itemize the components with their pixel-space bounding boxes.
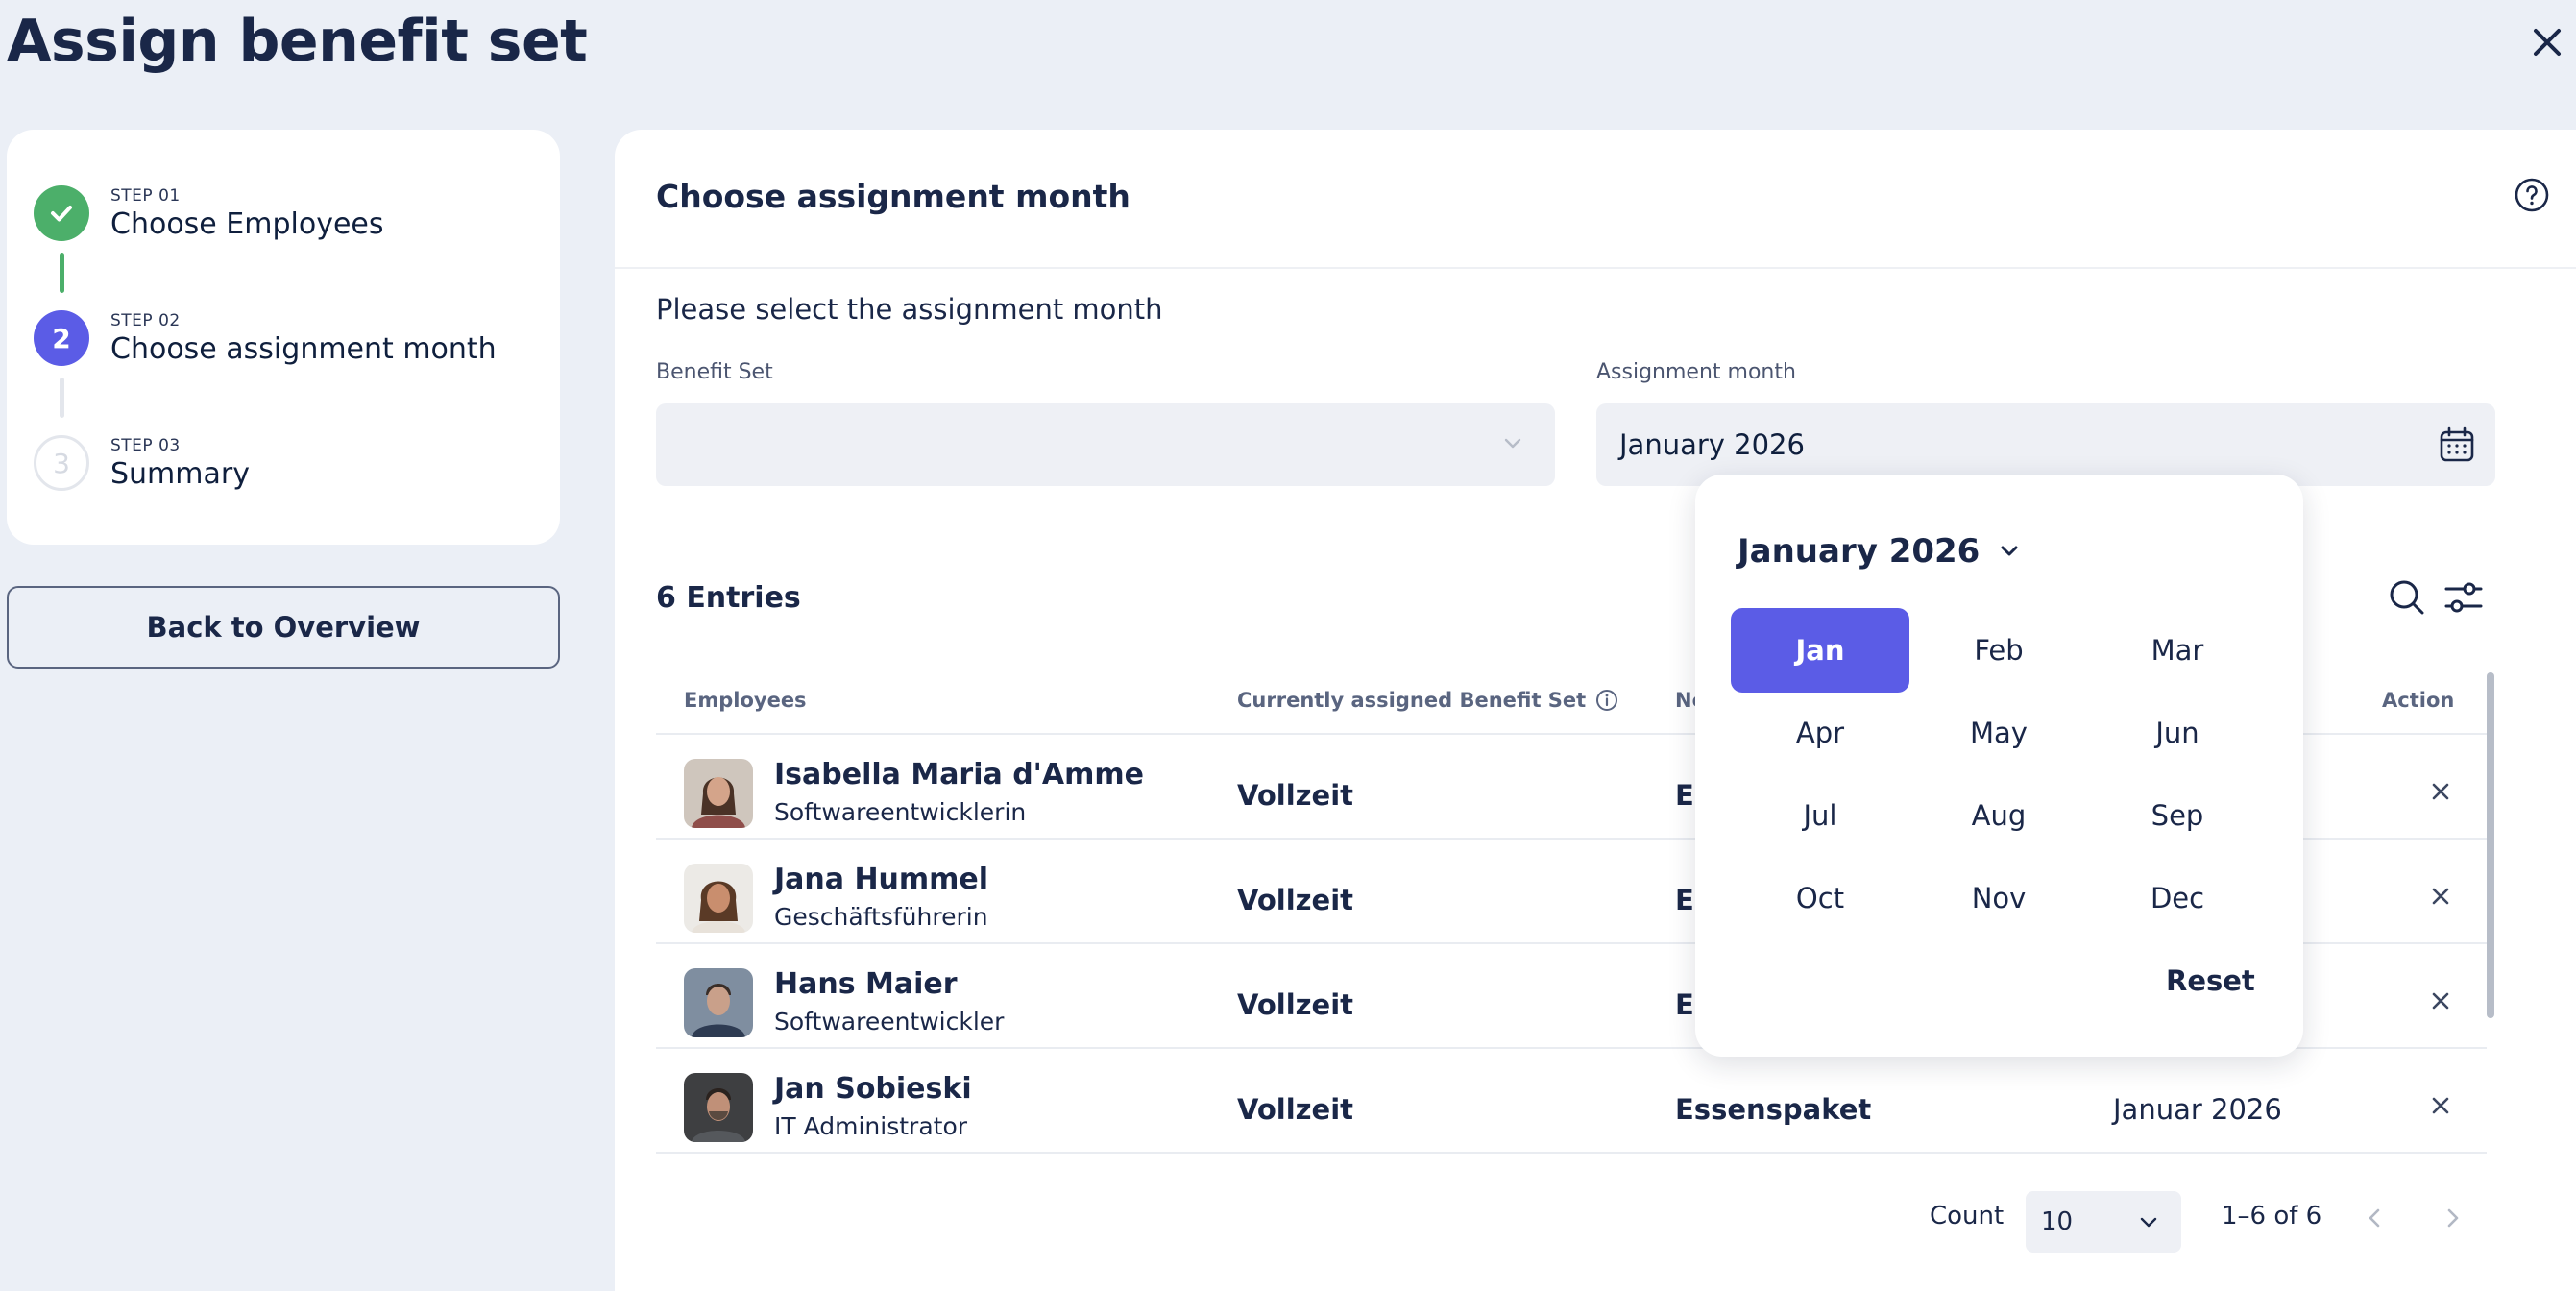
month-apr[interactable]: Apr <box>1795 717 1845 749</box>
current-benefit-set: Vollzeit <box>1237 988 1354 1021</box>
filter-icon[interactable] <box>2442 576 2485 619</box>
search-icon[interactable] <box>2386 576 2428 619</box>
current-benefit-set: Vollzeit <box>1237 884 1354 916</box>
step-number: STEP 02 <box>110 310 181 330</box>
chevron-left-icon[interactable] <box>2361 1204 2390 1232</box>
chevron-right-icon[interactable] <box>2438 1204 2467 1232</box>
month-feb[interactable]: Feb <box>1974 634 2024 667</box>
employee-role: Softwareentwickler <box>774 1008 1005 1035</box>
column-header-action: Action <box>2382 689 2455 712</box>
employee-role: IT Administrator <box>774 1112 968 1140</box>
count-value: 10 <box>2041 1207 2074 1236</box>
table-scrollbar[interactable] <box>2487 672 2494 1018</box>
step-index: 3 <box>34 435 89 491</box>
assignment-month-label: Assignment month <box>1596 360 1796 384</box>
page-title: Assign benefit set <box>7 8 588 75</box>
pagination-range: 1–6 of 6 <box>2222 1202 2322 1230</box>
remove-row-icon[interactable] <box>2426 1091 2455 1120</box>
remove-row-icon[interactable] <box>2426 882 2455 911</box>
employee-role: Softwareentwicklerin <box>774 798 1027 826</box>
step-connector <box>60 253 64 293</box>
month-picker-popover: January 2026 Jan Feb Mar Apr May Jun Jul… <box>1695 475 2303 1057</box>
count-select[interactable]: 10 <box>2026 1191 2181 1253</box>
step-name: Choose Employees <box>110 207 384 241</box>
table-row[interactable]: Jana Hummel Geschäftsführerin Vollzeit E… <box>656 840 2487 944</box>
card-title: Choose assignment month <box>656 178 1130 215</box>
step-number: STEP 01 <box>110 185 181 206</box>
avatar <box>684 968 753 1037</box>
year-dropdown[interactable]: January 2026 <box>1738 532 2020 571</box>
remove-row-icon[interactable] <box>2426 987 2455 1015</box>
benefit-set-select[interactable] <box>656 403 1555 486</box>
column-header-current-benefit-set[interactable]: Currently assigned Benefit Set <box>1237 689 1618 712</box>
check-icon <box>51 206 72 222</box>
step-index: 2 <box>34 310 89 366</box>
step-connector <box>60 378 64 418</box>
month-nov[interactable]: Nov <box>1971 882 2027 914</box>
month-oct[interactable]: Oct <box>1795 882 1845 914</box>
chevron-down-icon <box>2140 1217 2157 1228</box>
instruction-text: Please select the assignment month <box>656 293 1163 326</box>
close-button[interactable] <box>2524 19 2570 65</box>
month-jun[interactable]: Jun <box>2155 717 2199 749</box>
stepper: STEP 01 Choose Employees 2 STEP 02 Choos… <box>7 130 560 545</box>
assignment-month-input[interactable]: January 2026 <box>1596 403 2495 486</box>
month-aug[interactable]: Aug <box>1971 799 2027 832</box>
month-jul[interactable]: Jul <box>1803 799 1837 832</box>
table-row[interactable]: Jan Sobieski IT Administrator Vollzeit E… <box>656 1049 2487 1154</box>
step-name: Summary <box>110 456 250 491</box>
new-benefit-set: Essenspaket <box>1675 1093 1872 1126</box>
avatar <box>684 1073 753 1142</box>
current-benefit-set: Vollzeit <box>1237 779 1354 812</box>
month-may[interactable]: May <box>1970 717 2028 749</box>
info-icon[interactable] <box>1595 689 1618 712</box>
calendar-icon[interactable] <box>2438 426 2476 464</box>
chevron-down-icon <box>2001 546 2018 556</box>
employee-name: Hans Maier <box>774 967 958 1001</box>
chevron-down-icon <box>1504 438 1521 449</box>
month-sep[interactable]: Sep <box>2151 799 2204 832</box>
step-number: STEP 03 <box>110 435 181 455</box>
close-icon <box>2534 29 2561 56</box>
help-icon[interactable] <box>2513 176 2551 214</box>
entries-count: 6 Entries <box>656 581 801 615</box>
employee-name: Jana Hummel <box>774 863 989 896</box>
step-choose-assignment-month[interactable]: 2 STEP 02 Choose assignment month <box>34 310 497 366</box>
step-name: Choose assignment month <box>110 331 497 366</box>
count-label: Count <box>1930 1202 2005 1230</box>
step-summary[interactable]: 3 STEP 03 Summary <box>34 435 250 491</box>
current-benefit-set: Vollzeit <box>1237 1093 1354 1126</box>
back-to-overview-button[interactable]: Back to Overview <box>7 586 560 669</box>
month-jan[interactable]: Jan <box>1731 608 1909 693</box>
avatar <box>684 864 753 933</box>
table-row[interactable]: Isabella Maria d'Amme Softwareentwickler… <box>656 735 2487 840</box>
employee-name: Isabella Maria d'Amme <box>774 758 1144 792</box>
month-mar[interactable]: Mar <box>2151 634 2204 667</box>
assignment-month-value: January 2026 <box>1619 428 1805 461</box>
reset-button[interactable]: Reset <box>2166 964 2255 997</box>
table-header-divider <box>656 733 2487 735</box>
employee-role: Geschäftsführerin <box>774 903 988 931</box>
avatar <box>684 759 753 828</box>
benefit-set-label: Benefit Set <box>656 360 773 384</box>
column-header-employees[interactable]: Employees <box>684 689 807 712</box>
month-picker-header: January 2026 <box>1738 532 1981 571</box>
month-dec[interactable]: Dec <box>2150 882 2205 914</box>
step-done-indicator <box>34 185 89 241</box>
remove-row-icon[interactable] <box>2426 777 2455 806</box>
step-choose-employees[interactable]: STEP 01 Choose Employees <box>34 185 384 241</box>
employee-name: Jan Sobieski <box>774 1072 972 1106</box>
assignment-month-cell: Januar 2026 <box>2113 1093 2282 1126</box>
